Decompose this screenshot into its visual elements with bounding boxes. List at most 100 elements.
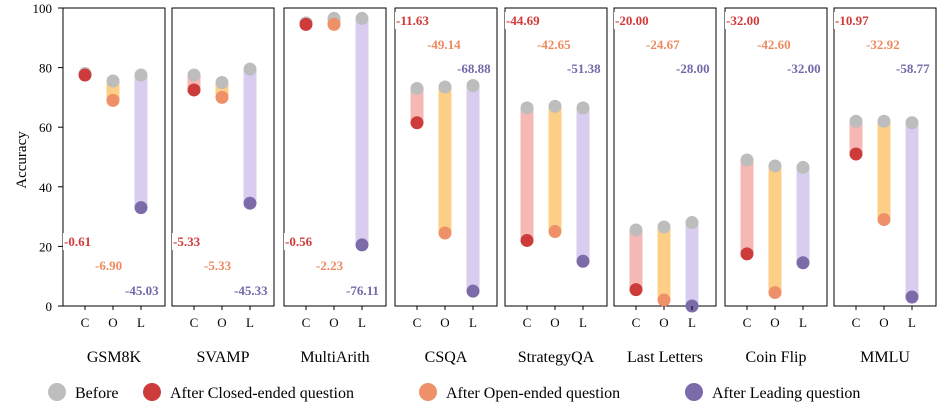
delta-label-bg — [426, 36, 463, 53]
x-tick-label: L — [358, 315, 366, 330]
drop-bar — [520, 107, 534, 241]
subplot-frame — [833, 7, 937, 307]
delta-label-bg — [505, 12, 542, 29]
drop-bar — [796, 167, 810, 263]
subplot-title: GSM8K — [87, 349, 142, 366]
delta-label: -24.67 — [646, 37, 680, 52]
after-point — [740, 247, 754, 261]
before-point — [106, 74, 120, 88]
subplot-title: MultiArith — [300, 349, 369, 366]
drop-bar — [576, 107, 590, 262]
drop-bar — [629, 230, 643, 290]
drop-bar — [768, 165, 782, 293]
after-point — [299, 17, 313, 31]
x-tick-label: C — [81, 315, 90, 330]
delta-label: -58.77 — [896, 61, 930, 76]
delta-label: -42.65 — [537, 37, 571, 52]
after-point — [629, 283, 643, 297]
delta-label: -51.38 — [567, 61, 601, 76]
subplot-frame — [283, 7, 387, 307]
subplot-gsm8k: C O L GSM8K -0.61 -6.90-45.03 — [62, 7, 166, 366]
subplot-title: SVAMP — [196, 349, 249, 366]
before-point — [768, 159, 782, 173]
before-point — [438, 80, 452, 94]
delta-label-bg — [315, 257, 345, 274]
subplot-coin-flip: C O L Coin Flip -32.00 -42.60 -32.00 — [724, 7, 828, 366]
drop-bar — [849, 121, 863, 155]
drop-bar — [657, 227, 671, 301]
drop-bar — [877, 121, 891, 220]
delta-label: -45.03 — [125, 283, 159, 298]
delta-label: -0.61 — [64, 234, 91, 249]
delta-label-bg — [675, 60, 711, 77]
after-point — [576, 254, 590, 268]
subplot-multiarith: C O L MultiArith -0.56-2.23-76.11 — [283, 7, 387, 366]
x-tick-label: C — [523, 315, 532, 330]
x-tick-label: C — [632, 315, 641, 330]
before-point — [796, 160, 810, 174]
legend-label: After Leading question — [712, 385, 860, 402]
subplot-title: Coin Flip — [746, 349, 807, 366]
before-point — [410, 81, 424, 95]
drop-bar — [740, 159, 754, 254]
x-tick-label: C — [190, 315, 199, 330]
delta-label-bg — [124, 282, 161, 299]
x-tick-label: O — [108, 315, 117, 330]
before-point — [243, 62, 257, 76]
after-point — [796, 256, 810, 270]
after-point — [327, 17, 341, 31]
x-tick-label: O — [440, 315, 449, 330]
before-point — [877, 114, 891, 128]
subplot-last-letters: C O L Last Letters -20.00 -24.67 -28.00 — [613, 7, 717, 366]
after-point — [106, 93, 120, 107]
after-point — [905, 290, 919, 304]
delta-label-bg — [756, 36, 792, 53]
drop-bar — [355, 18, 369, 245]
x-tick-label: C — [852, 315, 861, 330]
delta-label-bg — [456, 60, 493, 77]
x-tick-label: O — [550, 315, 559, 330]
before-point — [548, 99, 562, 113]
subplot-csqa: C O L CSQA -11.63 -49.14 -68.88 — [394, 7, 498, 366]
y-tick-label: 60 — [39, 120, 52, 135]
x-tick-label: O — [217, 315, 226, 330]
y-axis: Accuracy 0 20 40 60 80 100 — [14, 1, 63, 314]
delta-label-bg — [725, 12, 761, 29]
x-tick-label: O — [659, 315, 668, 330]
drop-bar — [134, 75, 148, 208]
subplot-frame — [171, 7, 275, 307]
before-point — [187, 68, 201, 82]
drop-bar — [685, 222, 699, 306]
after-point — [215, 90, 229, 104]
subplot-title: CSQA — [425, 349, 468, 366]
delta-label: -32.00 — [726, 13, 760, 28]
drop-bar — [548, 106, 562, 232]
y-tick-labels: 0 20 40 60 80 100 — [33, 1, 63, 314]
delta-label-bg — [63, 233, 93, 250]
after-point — [438, 226, 452, 240]
x-tick-label: C — [743, 315, 752, 330]
before-point — [576, 101, 590, 115]
before-point — [849, 114, 863, 128]
subplot-frame — [394, 7, 498, 307]
delta-label-bg — [614, 12, 650, 29]
legend-label: After Open-ended question — [446, 385, 620, 402]
after-point — [410, 116, 424, 130]
after-point — [877, 213, 891, 227]
delta-label-bg — [566, 60, 603, 77]
delta-label-bg — [345, 282, 380, 299]
legend-marker — [48, 383, 66, 401]
y-tick-label: 40 — [39, 180, 52, 195]
subplot-title: StrategyQA — [518, 349, 595, 366]
subplot-frame — [62, 7, 166, 307]
delta-label: -76.11 — [346, 283, 379, 298]
y-tick-label: 20 — [39, 239, 52, 254]
x-tick-label: L — [579, 315, 587, 330]
before-point — [520, 101, 534, 115]
delta-label: -6.90 — [95, 258, 122, 273]
before-point — [466, 78, 480, 92]
after-point — [134, 201, 148, 215]
delta-label: -42.60 — [757, 37, 791, 52]
